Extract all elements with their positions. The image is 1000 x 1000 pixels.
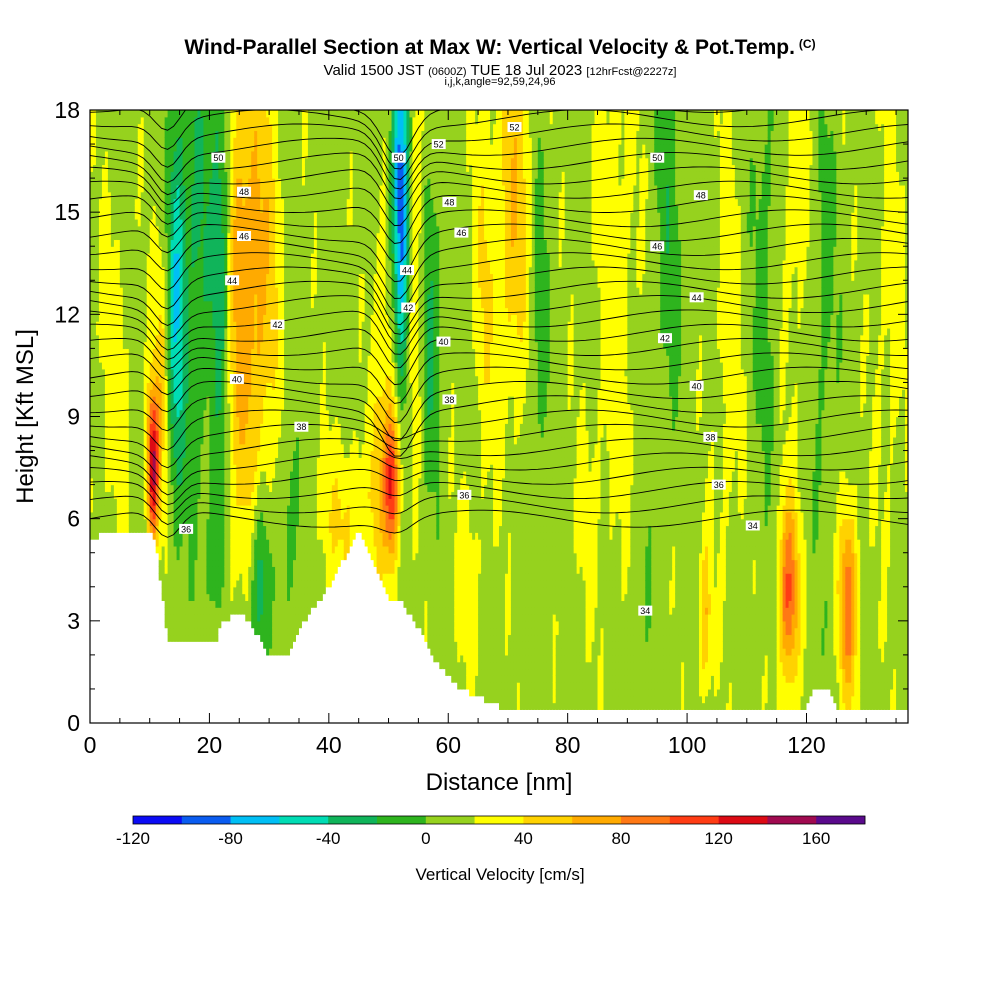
contour-label: 46 xyxy=(650,241,664,252)
colorbar-tick-label: -40 xyxy=(316,829,341,848)
contour-label-text: 34 xyxy=(748,521,758,531)
colorbar-title: Vertical Velocity [cm/s] xyxy=(415,865,584,884)
contour-label: 40 xyxy=(230,374,244,385)
contour-label-text: 48 xyxy=(696,191,706,201)
contour-label-text: 44 xyxy=(402,266,412,276)
y-tick-label: 6 xyxy=(67,506,80,532)
colorbar-swatch xyxy=(426,816,475,824)
colorbar-tick-label: 40 xyxy=(514,829,533,848)
contour-label-text: 38 xyxy=(444,395,454,405)
contour-label-text: 42 xyxy=(660,334,670,344)
contour-label-text: 50 xyxy=(213,153,223,163)
colorbar-tick-label: -80 xyxy=(218,829,243,848)
colorbar-swatch xyxy=(572,816,621,824)
colorbar-swatch xyxy=(279,816,328,824)
contour-label: 40 xyxy=(690,381,704,392)
contour-label-text: 50 xyxy=(394,153,404,163)
contour-label: 48 xyxy=(694,190,708,201)
contour-label: 38 xyxy=(442,394,456,405)
contour-label: 48 xyxy=(442,197,456,208)
colorbar-swatch xyxy=(377,816,426,824)
colorbar-swatch xyxy=(328,816,377,824)
contour-label: 40 xyxy=(436,337,450,348)
y-axis-title: Height [Kft MSL] xyxy=(12,329,39,504)
contour-label: 36 xyxy=(712,480,726,491)
contour-label-text: 46 xyxy=(652,242,662,252)
contour-label-text: 38 xyxy=(296,422,306,432)
colorbar-swatch xyxy=(719,816,768,824)
contour-label: 50 xyxy=(650,153,664,164)
contour-label: 42 xyxy=(270,320,284,331)
contour-label: 50 xyxy=(392,153,406,164)
contour-label: 36 xyxy=(457,490,471,501)
contour-label: 48 xyxy=(237,187,251,198)
contour-label: 38 xyxy=(703,432,717,443)
x-tick-label: 40 xyxy=(316,732,342,758)
x-tick-label: 60 xyxy=(435,732,461,758)
contour-label-text: 46 xyxy=(239,232,249,242)
colorbar-tick-label: 80 xyxy=(612,829,631,848)
contour-label-text: 42 xyxy=(403,303,413,313)
contour-label-text: 48 xyxy=(239,187,249,197)
colorbar-swatch xyxy=(231,816,280,824)
contour-label: 46 xyxy=(454,228,468,239)
colorbar-swatch xyxy=(182,816,231,824)
contour-label-text: 34 xyxy=(640,606,650,616)
y-tick-label: 0 xyxy=(67,710,80,736)
contour-label: 42 xyxy=(658,333,672,344)
contour-label: 34 xyxy=(746,520,760,531)
contour-label-text: 52 xyxy=(434,140,444,150)
colorbar-tick-label: 160 xyxy=(802,829,830,848)
contour-label: 50 xyxy=(211,153,225,164)
contour-label-text: 36 xyxy=(714,480,724,490)
contour-label: 44 xyxy=(225,275,239,286)
contour-label-text: 36 xyxy=(459,490,469,500)
contour-label-text: 38 xyxy=(705,432,715,442)
y-tick-label: 18 xyxy=(54,97,80,123)
contour-label-text: 42 xyxy=(272,320,282,330)
x-tick-label: 80 xyxy=(555,732,581,758)
colorbar-swatch xyxy=(767,816,816,824)
contour-label: 44 xyxy=(690,292,704,303)
contour-label-text: 40 xyxy=(692,381,702,391)
contour-label: 34 xyxy=(638,606,652,617)
contour-label: 38 xyxy=(294,422,308,433)
contour-label: 44 xyxy=(400,265,414,276)
contour-label: 42 xyxy=(401,303,415,314)
contour-label-text: 52 xyxy=(510,123,520,133)
contour-label: 52 xyxy=(508,122,522,132)
colorbar-tick-label: -120 xyxy=(116,829,150,848)
y-tick-label: 9 xyxy=(67,404,80,430)
contour-label-text: 50 xyxy=(652,153,662,163)
colorbar-swatch xyxy=(816,816,865,824)
contour-label-text: 46 xyxy=(456,228,466,238)
colorbar: -120 -80 -40 0 40 80 120 160 xyxy=(116,816,865,848)
colorbar-swatch xyxy=(670,816,719,824)
cross-section-chart: 5048464442403836505252484644424038365048… xyxy=(0,0,1000,1000)
contour-label-text: 44 xyxy=(227,276,237,286)
contour-label-text: 44 xyxy=(692,293,702,303)
colorbar-swatch xyxy=(523,816,572,824)
contour-label-text: 48 xyxy=(444,197,454,207)
x-tick-label: 120 xyxy=(787,732,825,758)
x-tick-label: 20 xyxy=(197,732,223,758)
contour-label: 46 xyxy=(237,231,251,242)
y-tick-label: 15 xyxy=(54,199,80,225)
colorbar-tick-label: 120 xyxy=(704,829,732,848)
contour-label-text: 40 xyxy=(232,375,242,385)
contour-label-text: 36 xyxy=(181,524,191,534)
colorbar-swatch xyxy=(475,816,524,824)
contour-label-text: 40 xyxy=(438,337,448,347)
contour-label: 52 xyxy=(432,139,446,150)
colorbar-swatch xyxy=(621,816,670,824)
y-tick-label: 3 xyxy=(67,608,80,634)
x-axis-title: Distance [nm] xyxy=(426,769,573,796)
colorbar-swatch xyxy=(133,816,182,824)
y-tick-label: 12 xyxy=(54,301,80,327)
x-tick-label: 100 xyxy=(668,732,706,758)
colorbar-tick-label: 0 xyxy=(421,829,430,848)
contour-label: 36 xyxy=(179,524,193,535)
x-tick-label: 0 xyxy=(84,732,97,758)
